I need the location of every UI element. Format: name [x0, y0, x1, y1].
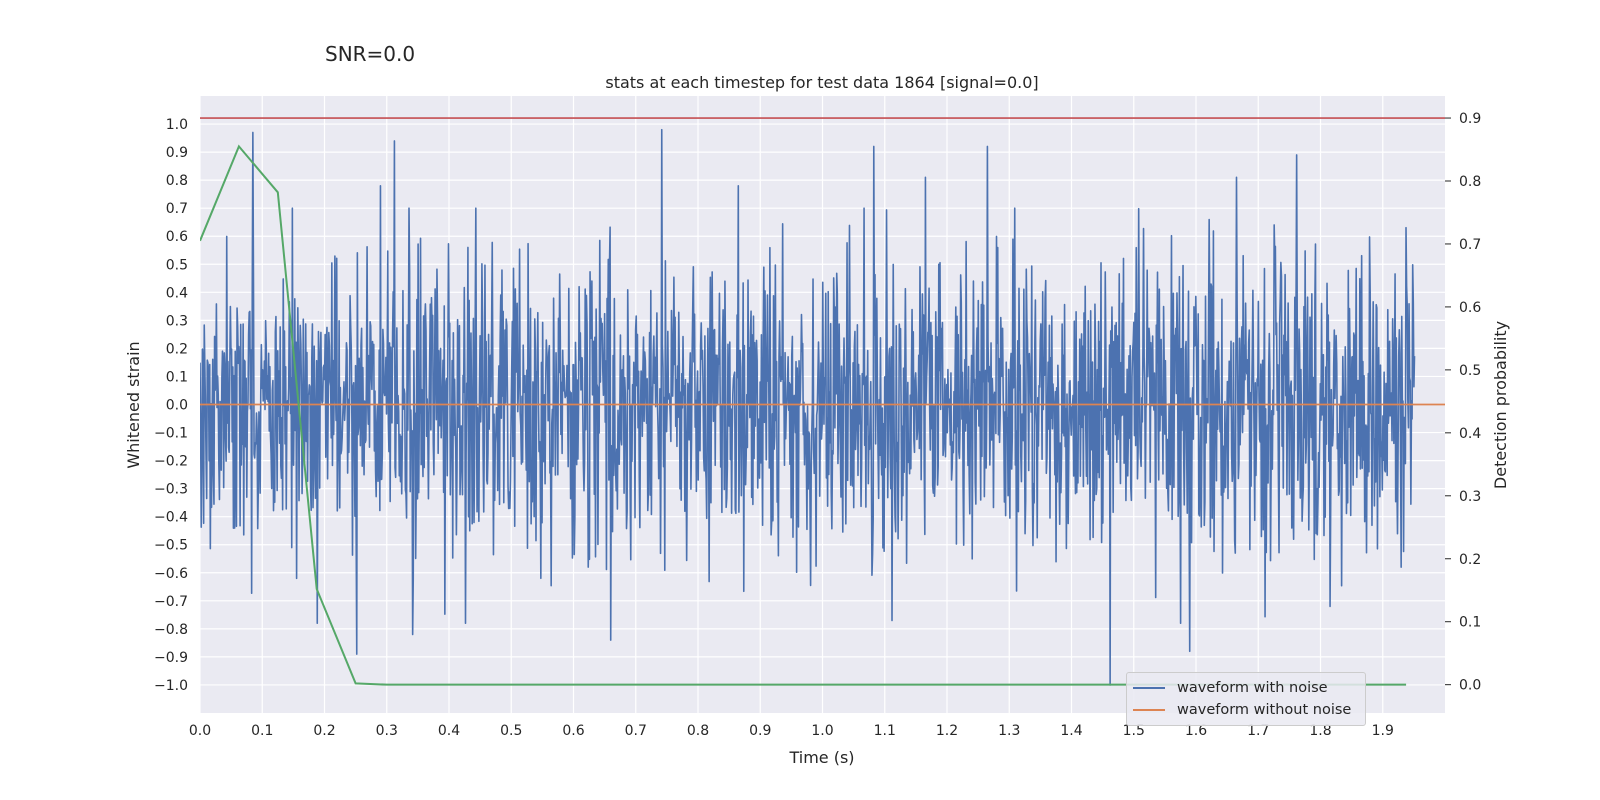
y-tick-label: −0.2: [154, 454, 188, 470]
x-tick-label: 1.1: [874, 723, 896, 739]
y2-tick-label: 0.2: [1459, 552, 1481, 568]
y2-tick-label: 0.3: [1459, 489, 1481, 505]
legend-entry-noise: waveform with noise: [1133, 678, 1328, 698]
legend: waveform with noise waveform without noi…: [1126, 672, 1366, 726]
y-tick-label: 0.6: [166, 229, 188, 245]
y-axis-label: Whitened strain: [124, 341, 143, 468]
y-tick-label: −1.0: [154, 678, 188, 694]
y-ticks: 1.0 0.9 0.8 0.7 0.6 0.5 0.4 0.3 0.2 0.1 0.0 −0.1 −0.…: [154, 117, 188, 694]
x-tick-label: 1.0: [811, 723, 833, 739]
x-tick-label: 0.3: [376, 723, 398, 739]
series-waveform-with-noise: [200, 128, 1416, 686]
x-tick-label: 1.7: [1247, 723, 1269, 739]
y2-tick-label: 0.0: [1459, 678, 1481, 694]
legend-swatch-noise: [1133, 687, 1165, 689]
x-tick-label: 0.7: [625, 723, 647, 739]
y2-tick-label: 0.7: [1459, 237, 1481, 253]
chart-title: stats at each timestep for test data 186…: [605, 73, 1038, 92]
x-tick-label: 0.6: [562, 723, 584, 739]
x-tick-label: 1.9: [1372, 723, 1394, 739]
legend-entry-clean: waveform without noise: [1133, 700, 1351, 720]
x-tick-label: 1.4: [1060, 723, 1082, 739]
x-tick-label: 0.4: [438, 723, 460, 739]
y2-axis-label: Detection probability: [1491, 321, 1510, 489]
y-tick-label: 0.8: [166, 173, 188, 189]
x-tick-label: 1.8: [1309, 723, 1331, 739]
series-detection-probability: [200, 144, 1407, 686]
legend-label-noise: waveform with noise: [1177, 680, 1328, 696]
legend-label-clean: waveform without noise: [1177, 702, 1352, 718]
y-tick-label: 1.0: [166, 117, 188, 133]
y2-tick-label: 0.4: [1459, 426, 1481, 442]
y-tick-label: −0.8: [154, 622, 188, 638]
y2-tick-label: 0.5: [1459, 363, 1481, 379]
y-tick-label: −0.3: [154, 482, 188, 498]
y-tick-label: 0.9: [166, 145, 188, 161]
y2-tick-label: 0.8: [1459, 174, 1481, 190]
y-tick-label: −0.1: [154, 426, 188, 442]
y2-tick-label: 0.1: [1459, 615, 1481, 631]
y-tick-label: 0.7: [166, 201, 188, 217]
x-tick-label: 1.5: [1123, 723, 1145, 739]
y-tick-label: 0.4: [166, 285, 188, 301]
snr-label: SNR=0.0: [325, 42, 416, 66]
x-tick-label: 1.6: [1185, 723, 1207, 739]
y-tick-label: 0.2: [166, 341, 188, 357]
x-tick-label: 0.5: [500, 723, 522, 739]
legend-swatch-clean: [1133, 709, 1165, 711]
y-tick-label: −0.5: [154, 538, 188, 554]
y-tick-label: −0.9: [154, 650, 188, 666]
x-tick-label: 0.9: [749, 723, 771, 739]
y-tick-label: −0.6: [154, 566, 188, 582]
x-tick-label: 0.8: [687, 723, 709, 739]
y-tick-label: 0.3: [166, 313, 188, 329]
x-tick-label: 1.3: [998, 723, 1020, 739]
x-tick-label: 0.0: [189, 723, 211, 739]
y-tick-label: −0.7: [154, 594, 188, 610]
x-tick-label: 1.2: [936, 723, 958, 739]
y-tick-label: −0.4: [154, 510, 188, 526]
y2-tick-label: 0.9: [1459, 111, 1481, 127]
x-tick-label: 0.2: [313, 723, 335, 739]
x-tick-label: 0.1: [251, 723, 273, 739]
y2-tick-label: 0.6: [1459, 300, 1481, 316]
x-axis-label: Time (s): [788, 748, 854, 767]
y2-ticks: 0.9 0.8 0.7 0.6 0.5 0.4 0.3 0.2 0.1 0.0: [1445, 111, 1481, 694]
y-tick-label: 0.0: [166, 398, 188, 414]
x-ticks: 0.0 0.1 0.2 0.3 0.4 0.5 0.6 0.7 0.8 0.9 1.0 1.1 1.2 1…: [189, 723, 1394, 739]
y-tick-label: 0.1: [166, 369, 188, 385]
y-tick-label: 0.5: [166, 257, 188, 273]
